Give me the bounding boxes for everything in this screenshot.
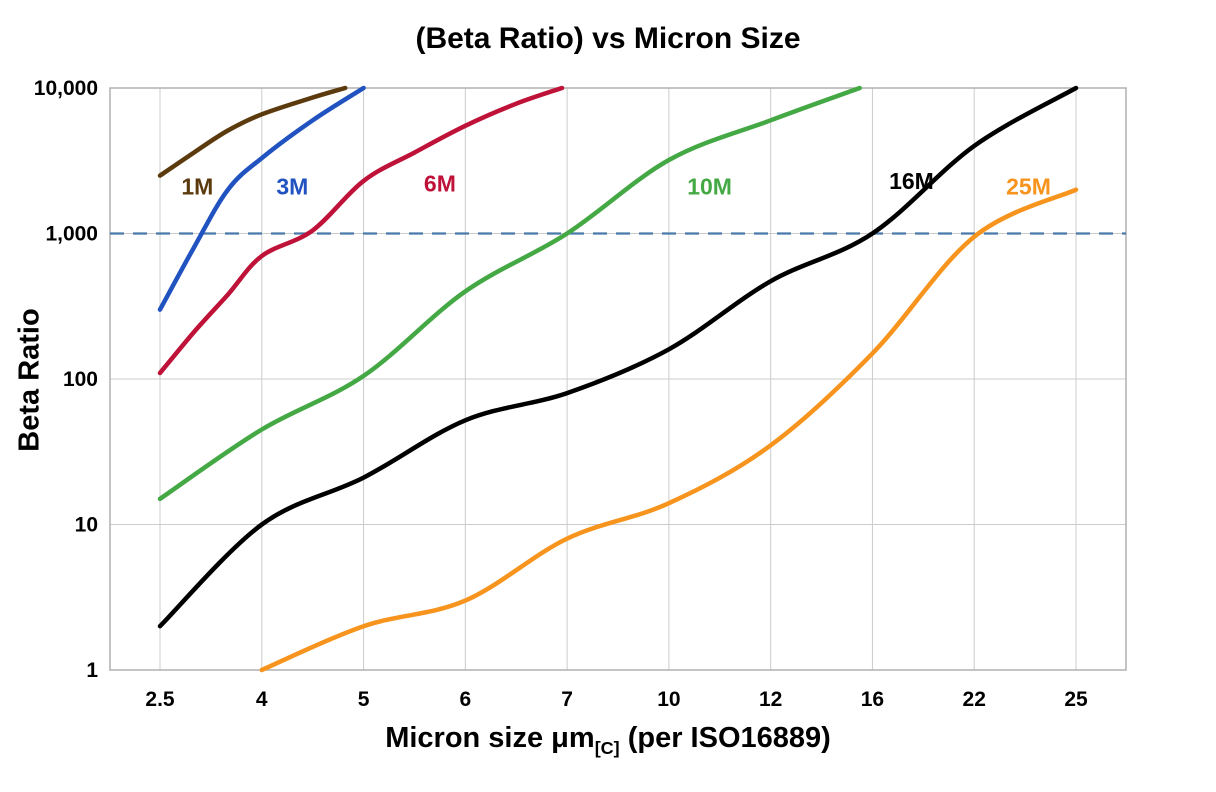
series-label-3M: 3M — [276, 174, 308, 200]
series-label-25M: 25M — [1006, 174, 1051, 200]
x-tick-label: 6 — [459, 688, 471, 711]
series-line-10M — [157, 85, 862, 502]
chart-title: (Beta Ratio) vs Micron Size — [415, 22, 801, 55]
series-label-10M: 10M — [687, 174, 732, 200]
plot-border — [109, 87, 1127, 671]
series-line-16M — [157, 85, 1079, 629]
series-line-3M — [157, 85, 366, 312]
x-tick-label: 10 — [657, 688, 680, 711]
y-tick-label: 10,000 — [34, 77, 98, 100]
y-tick-label: 100 — [63, 368, 98, 391]
x-axis-title: Micron size μm[C] (per ISO16889) — [0, 722, 1216, 759]
x-tick-label: 22 — [963, 688, 986, 711]
y-tick-label: 1,000 — [45, 223, 98, 246]
x-tick-label: 2.5 — [145, 688, 175, 711]
x-axis-title-text: Micron size μm — [385, 722, 595, 754]
series-line-25M — [259, 187, 1079, 673]
x-tick-label: 4 — [256, 688, 268, 711]
series-line-6M — [157, 85, 565, 376]
x-tick-label: 16 — [861, 688, 884, 711]
series-label-1M: 1M — [181, 174, 213, 200]
series-line-1M — [157, 85, 348, 178]
series-label-16M: 16M — [889, 168, 934, 194]
x-tick-label: 7 — [561, 688, 573, 711]
x-axis-title-suffix: (per ISO16889) — [619, 722, 831, 754]
x-tick-label: 12 — [759, 688, 782, 711]
y-axis-title: Beta Ratio — [13, 308, 46, 452]
y-tick-label: 1 — [86, 659, 98, 682]
series-label-6M: 6M — [424, 171, 456, 197]
y-tick-label: 10 — [75, 514, 98, 537]
x-tick-label: 25 — [1064, 688, 1088, 711]
x-axis-title-subscript: [C] — [594, 737, 620, 758]
x-tick-label: 5 — [358, 688, 370, 711]
